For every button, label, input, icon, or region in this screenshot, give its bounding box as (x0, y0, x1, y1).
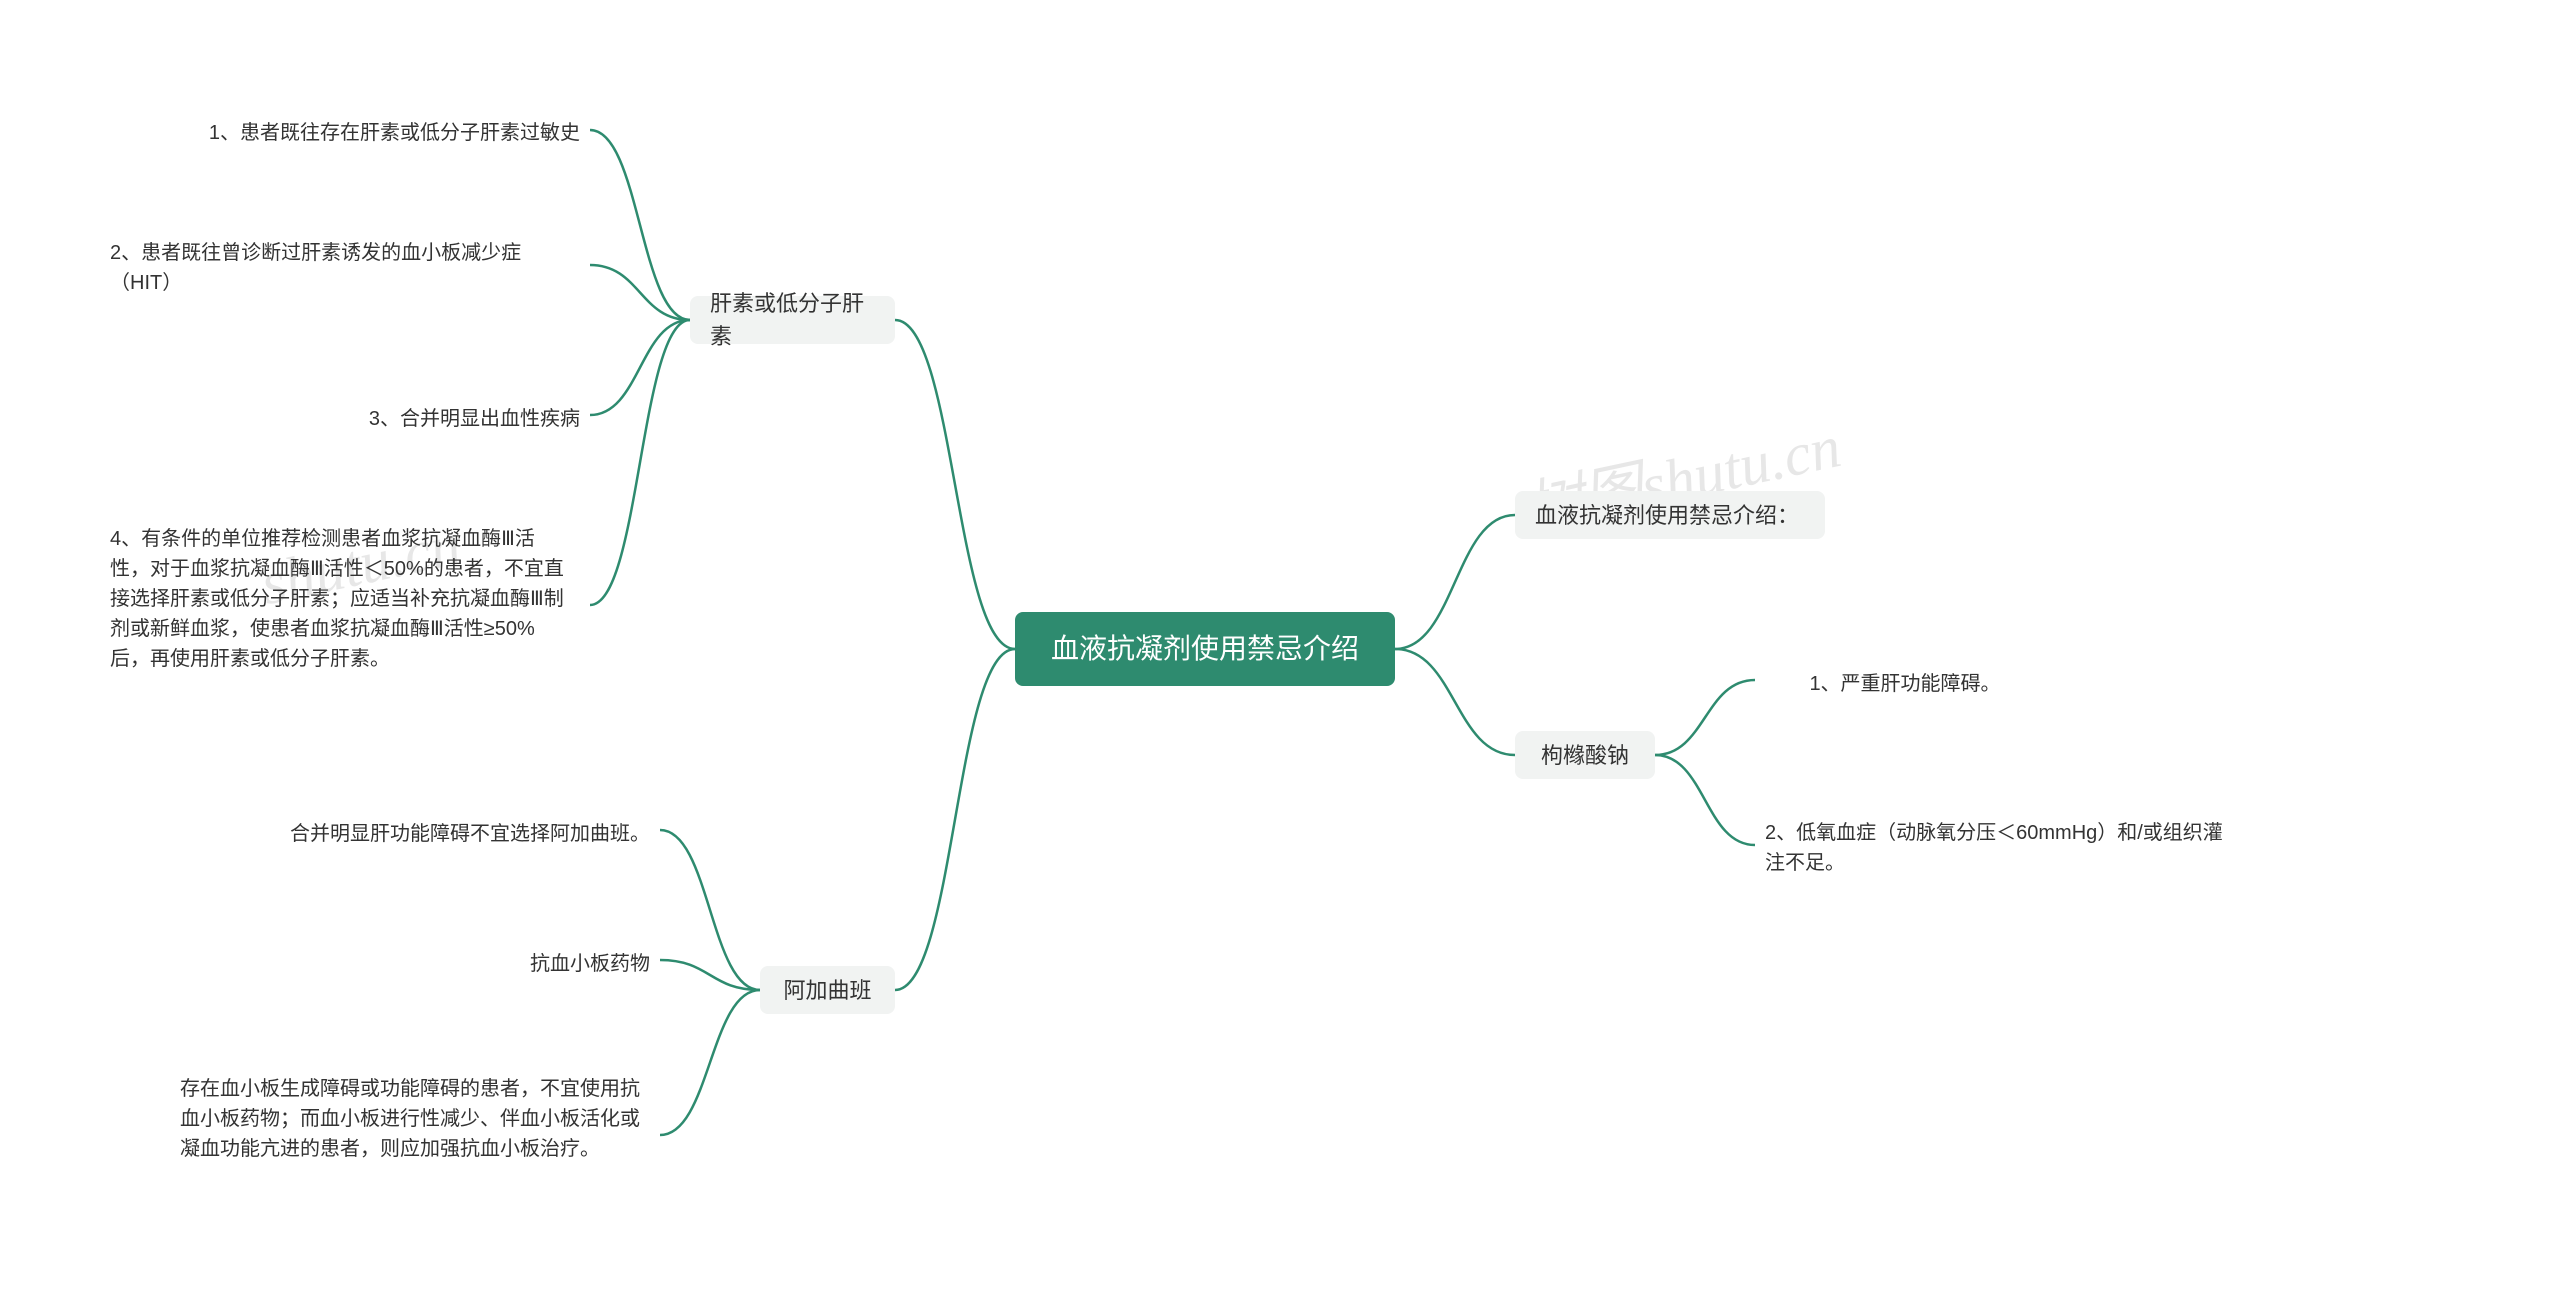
leaf-argatroban-2: 抗血小板药物 (480, 943, 660, 985)
branch-label: 血液抗凝剂使用禁忌介绍： (1535, 499, 1799, 532)
leaf-text: 2、低氧血症（动脉氧分压＜60mmHg）和/或组织灌注不足。 (1765, 818, 2225, 878)
branch-citrate[interactable]: 枸橼酸钠 (1515, 731, 1655, 779)
leaf-heparin-4: 4、有条件的单位推荐检测患者血浆抗凝血酶Ⅲ活性，对于血浆抗凝血酶Ⅲ活性＜50%的… (100, 518, 580, 680)
branch-label: 阿加曲班 (783, 974, 871, 1007)
leaf-text: 合并明显肝功能障碍不宜选择阿加曲班。 (290, 819, 650, 849)
root-node[interactable]: 血液抗凝剂使用禁忌介绍 (1015, 612, 1395, 686)
leaf-citrate-2: 2、低氧血症（动脉氧分压＜60mmHg）和/或组织灌注不足。 (1755, 812, 2235, 884)
branch-label: 枸橼酸钠 (1541, 739, 1629, 772)
leaf-text: 1、患者既往存在肝素或低分子肝素过敏史 (209, 118, 580, 148)
branch-heparin[interactable]: 肝素或低分子肝素 (690, 296, 895, 344)
leaf-citrate-1: 1、严重肝功能障碍。 (1755, 663, 2055, 705)
branch-label: 肝素或低分子肝素 (710, 287, 875, 353)
branch-argatroban[interactable]: 阿加曲班 (760, 966, 895, 1014)
leaf-text: 2、患者既往曾诊断过肝素诱发的血小板减少症（HIT） (110, 238, 570, 298)
mindmap-canvas: 树图shutu.cn shutu.cn 血液抗凝剂使用禁忌介绍 肝素或低分子肝素… (0, 0, 2560, 1299)
leaf-text: 存在血小板生成障碍或功能障碍的患者，不宜使用抗血小板药物；而血小板进行性减少、伴… (180, 1074, 640, 1164)
leaf-text: 3、合并明显出血性疾病 (369, 404, 580, 434)
leaf-text: 4、有条件的单位推荐检测患者血浆抗凝血酶Ⅲ活性，对于血浆抗凝血酶Ⅲ活性＜50%的… (110, 524, 570, 674)
leaf-heparin-1: 1、患者既往存在肝素或低分子肝素过敏史 (122, 112, 590, 154)
leaf-text: 1、严重肝功能障碍。 (1809, 669, 2000, 699)
branch-intro[interactable]: 血液抗凝剂使用禁忌介绍： (1515, 491, 1825, 539)
leaf-heparin-2: 2、患者既往曾诊断过肝素诱发的血小板减少症（HIT） (100, 232, 580, 304)
leaf-argatroban-1: 合并明显肝功能障碍不宜选择阿加曲班。 (250, 813, 660, 855)
root-label: 血液抗凝剂使用禁忌介绍 (1051, 628, 1359, 670)
leaf-text: 抗血小板药物 (530, 949, 650, 979)
leaf-heparin-3: 3、合并明显出血性疾病 (300, 398, 590, 440)
leaf-argatroban-3: 存在血小板生成障碍或功能障碍的患者，不宜使用抗血小板药物；而血小板进行性减少、伴… (170, 1068, 650, 1170)
